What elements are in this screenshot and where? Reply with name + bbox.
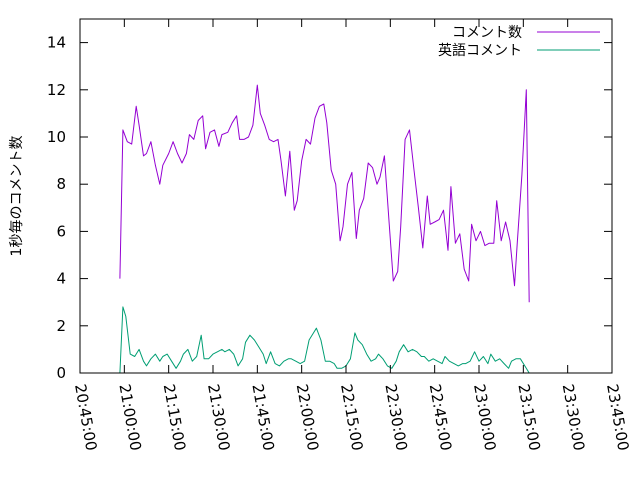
legend-label: 英語コメント	[438, 42, 522, 59]
y-tick-label: 4	[56, 270, 66, 288]
y-tick-label: 10	[47, 128, 66, 146]
y-tick-label: 12	[47, 81, 66, 99]
y-tick-label: 0	[56, 364, 66, 382]
plot-area	[119, 84, 530, 374]
y-tick-label: 14	[47, 34, 66, 52]
y-tick-label: 8	[56, 175, 66, 193]
series-line-english-comments	[119, 306, 530, 374]
y-axis-label: 1秒毎のコメント数	[9, 136, 25, 257]
series-line-comments	[119, 84, 530, 303]
y-tick-label: 2	[56, 317, 66, 335]
legend-label: コメント数	[452, 25, 522, 41]
y-axis: 0 2 4 6 8 10 12 14	[47, 34, 612, 382]
y-tick-label: 6	[56, 222, 66, 240]
